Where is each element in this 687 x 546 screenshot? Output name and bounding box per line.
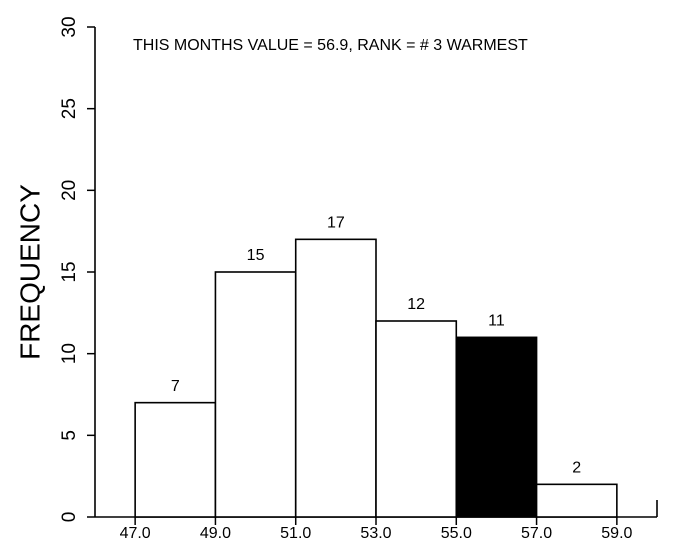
bar	[535, 483, 618, 518]
bar	[455, 336, 538, 518]
data-label: 15	[247, 247, 265, 264]
x-tick-label: 57.0	[521, 525, 552, 542]
y-tick-label: 0	[59, 512, 80, 523]
y-tick-label: 5	[59, 430, 80, 441]
chart-title: THIS MONTHS VALUE = 56.9, RANK = # 3 WAR…	[133, 37, 528, 54]
x-tick-label: 51.0	[280, 525, 311, 542]
y-axis-label: FREQUENCY	[14, 184, 45, 360]
data-label: 11	[488, 313, 505, 330]
y-tick-label: 15	[59, 261, 80, 282]
data-label: 7	[171, 378, 180, 395]
x-tick-label: 59.0	[601, 525, 632, 542]
data-label: 17	[327, 215, 345, 232]
x-tick-label: 47.0	[120, 525, 151, 542]
x-tick-label: 55.0	[441, 525, 472, 542]
y-tick-label: 30	[59, 16, 80, 37]
bar	[375, 320, 458, 518]
data-label: 12	[407, 296, 425, 313]
bar	[134, 401, 217, 518]
bar	[294, 238, 377, 518]
bar	[214, 271, 297, 518]
data-label: 2	[572, 460, 581, 477]
x-tick-label: 53.0	[360, 525, 391, 542]
y-tick-label: 25	[59, 98, 80, 119]
y-tick-label: 20	[59, 180, 80, 201]
x-tick-label: 49.0	[200, 525, 231, 542]
y-tick-label: 10	[59, 343, 80, 364]
